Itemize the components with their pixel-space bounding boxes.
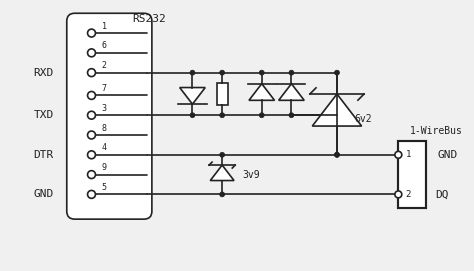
Text: 6: 6	[102, 41, 107, 50]
Text: 4: 4	[102, 143, 107, 152]
Text: GND: GND	[438, 150, 458, 160]
Circle shape	[88, 151, 95, 159]
Circle shape	[219, 192, 225, 197]
Text: 3: 3	[102, 104, 107, 113]
Text: DTR: DTR	[34, 150, 54, 160]
Circle shape	[259, 70, 264, 75]
Circle shape	[88, 69, 95, 77]
Polygon shape	[312, 94, 362, 126]
Text: 9: 9	[102, 163, 107, 172]
FancyBboxPatch shape	[67, 13, 152, 219]
Polygon shape	[249, 84, 274, 100]
Polygon shape	[210, 165, 234, 180]
Text: 2: 2	[406, 190, 411, 199]
Text: DQ: DQ	[435, 189, 448, 199]
Polygon shape	[180, 88, 205, 104]
Circle shape	[219, 113, 225, 118]
Bar	[398, 141, 426, 208]
Circle shape	[88, 111, 95, 119]
Circle shape	[219, 70, 225, 75]
Circle shape	[190, 70, 195, 75]
Circle shape	[88, 49, 95, 57]
Text: 1-WireBus: 1-WireBus	[410, 126, 462, 136]
Bar	[217, 83, 228, 105]
Circle shape	[88, 29, 95, 37]
Text: 7: 7	[102, 84, 107, 93]
Text: GND: GND	[34, 189, 54, 199]
Text: 5: 5	[102, 183, 107, 192]
Text: RS232: RS232	[132, 14, 166, 24]
Circle shape	[335, 70, 339, 75]
Text: TXD: TXD	[34, 110, 54, 120]
Circle shape	[259, 113, 264, 118]
Circle shape	[219, 152, 225, 157]
Polygon shape	[279, 84, 304, 100]
Circle shape	[88, 191, 95, 198]
Circle shape	[88, 131, 95, 139]
Circle shape	[335, 152, 339, 157]
Circle shape	[289, 113, 294, 118]
Text: 8: 8	[102, 124, 107, 133]
Circle shape	[88, 171, 95, 179]
Text: 2: 2	[102, 61, 107, 70]
Circle shape	[395, 151, 402, 158]
Text: 1: 1	[406, 150, 411, 159]
Text: 6v2: 6v2	[355, 114, 373, 124]
Circle shape	[289, 70, 294, 75]
Circle shape	[395, 191, 402, 198]
Text: 1: 1	[102, 22, 107, 31]
Text: RXD: RXD	[34, 68, 54, 78]
Circle shape	[190, 113, 195, 118]
Circle shape	[88, 91, 95, 99]
Text: 3v9: 3v9	[242, 170, 260, 180]
Circle shape	[335, 152, 339, 157]
